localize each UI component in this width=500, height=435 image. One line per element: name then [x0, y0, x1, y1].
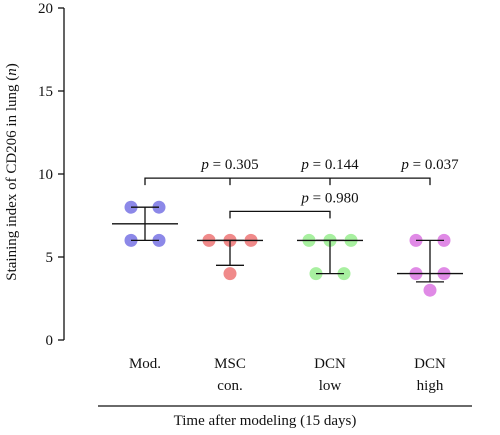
significance-brackets: p = 0.305 p = 0.144 p = 0.037 p = 0.980: [144, 157, 459, 219]
y-tick-label: 20: [38, 1, 53, 17]
y-tick-label: 5: [46, 250, 54, 266]
x-axis-title: Time after modeling (15 days): [174, 413, 357, 429]
data-point: [223, 267, 237, 281]
x-category-label: DCN: [314, 356, 346, 372]
x-category-label: Mod.: [129, 356, 161, 372]
y-axis-title: Staining index of CD206 in lung (n): [4, 63, 20, 281]
x-category-label: MSC: [214, 356, 246, 372]
x-category-label-line2: low: [319, 378, 342, 394]
y-tick-label: 0: [46, 333, 54, 349]
bracket-short: [229, 210, 331, 219]
data-points: [124, 200, 451, 297]
bracket-long: [144, 177, 431, 186]
data-point: [423, 283, 437, 297]
x-category-label: DCN: [414, 356, 446, 372]
error-bars: [112, 206, 463, 283]
p-value-label: p = 0.037: [400, 157, 459, 173]
p-value-label: p = 0.980: [300, 190, 358, 206]
axes: 0 5 10 15 20 Mod. MSC con. DCN low DCN high: [38, 1, 472, 407]
y-tick-label: 10: [38, 167, 53, 183]
p-value-label: p = 0.305: [200, 157, 258, 173]
x-category-label-line2: con.: [217, 378, 242, 394]
x-category-label-line2: high: [417, 378, 444, 394]
p-value-label: p = 0.144: [300, 157, 359, 173]
y-tick-label: 15: [38, 84, 53, 100]
